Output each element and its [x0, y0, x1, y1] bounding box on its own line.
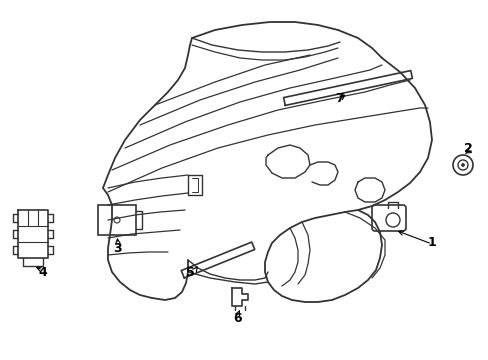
Text: 7: 7 [335, 91, 344, 104]
Text: 4: 4 [39, 266, 47, 279]
FancyBboxPatch shape [98, 205, 136, 235]
Text: 5: 5 [185, 266, 194, 279]
Text: 1: 1 [427, 235, 435, 248]
Circle shape [457, 160, 467, 170]
Circle shape [385, 213, 399, 227]
Circle shape [461, 163, 464, 166]
Text: 2: 2 [463, 141, 471, 154]
FancyBboxPatch shape [371, 205, 405, 231]
Text: 3: 3 [113, 242, 122, 255]
Text: 6: 6 [233, 311, 242, 324]
Circle shape [452, 155, 472, 175]
Circle shape [114, 217, 120, 223]
